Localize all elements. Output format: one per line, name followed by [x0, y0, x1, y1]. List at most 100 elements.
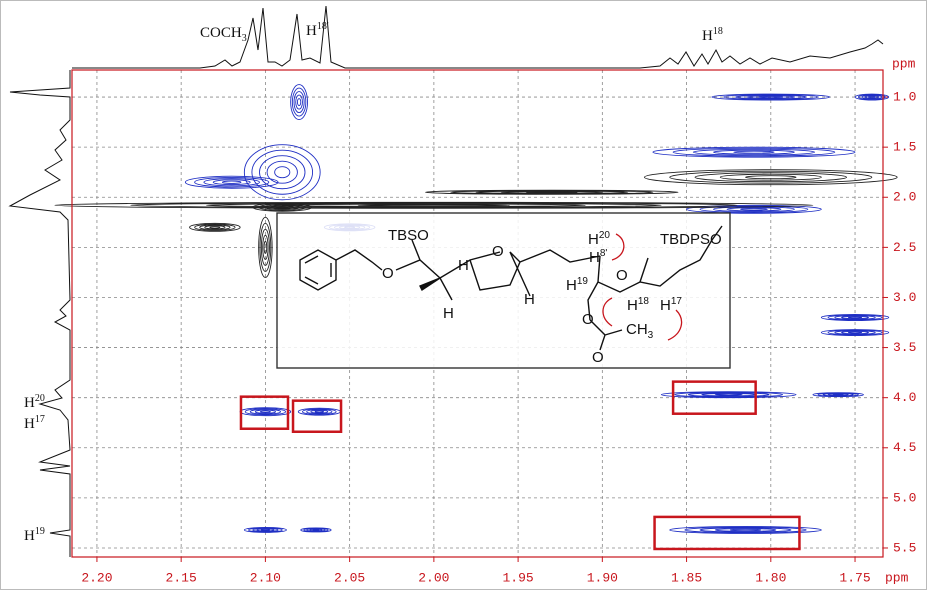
contour-ring: [251, 149, 314, 195]
contour-ring: [740, 208, 768, 211]
contour-ring: [243, 526, 287, 533]
contour-ring: [812, 392, 864, 398]
label-text: H: [443, 305, 454, 322]
cross-peak: [300, 527, 332, 533]
label: H18: [702, 26, 723, 44]
y-tick-label: 1.5: [893, 140, 916, 155]
cross-peak: [820, 314, 890, 321]
cross-peak: [812, 392, 864, 398]
cross-peak: [189, 222, 241, 232]
x-tick-label: 1.90: [587, 570, 618, 585]
label-text: H: [588, 231, 599, 248]
contour-ring: [652, 146, 856, 158]
contour-ring: [290, 84, 308, 121]
contour-ring: [221, 180, 242, 184]
cross-peak: [652, 146, 856, 158]
contour-ring: [357, 204, 511, 207]
cross-peak: [243, 144, 321, 201]
label-sup: 17: [35, 414, 45, 425]
contour-ring: [270, 205, 295, 210]
contour-ring: [669, 170, 873, 184]
contour-ring: [857, 94, 886, 100]
contour-ring: [314, 410, 324, 413]
x-tick-label: 1.95: [502, 570, 533, 585]
x-tick-label: 2.15: [166, 570, 197, 585]
x-tick-label: 2.20: [81, 570, 112, 585]
cross-peak: [252, 202, 313, 212]
x-tick-label: 2.10: [250, 570, 281, 585]
x-tick-label: 2.00: [418, 570, 449, 585]
contour-ring: [248, 527, 283, 533]
contour-ring: [745, 175, 797, 180]
contour-ring: [204, 225, 226, 230]
label-text: O: [582, 311, 594, 328]
label-text: O: [616, 267, 628, 284]
y-tick-label: 4.5: [893, 440, 916, 455]
contour-ring: [746, 95, 795, 99]
contour-ring: [832, 393, 844, 396]
label: O: [382, 265, 394, 282]
label-sup: 18': [317, 21, 329, 32]
label: H19: [566, 276, 588, 294]
contour-ring: [212, 179, 251, 186]
y-tick-label: 2.5: [893, 240, 916, 255]
highlight-box: [239, 395, 290, 430]
highlight-box: [291, 399, 343, 433]
contour-ring: [205, 203, 662, 208]
cross-peak: [660, 391, 797, 399]
label-text: H: [524, 291, 535, 308]
left-projection: [8, 70, 71, 557]
cross-peak: [820, 329, 890, 336]
label-text: CH: [626, 321, 648, 338]
contour-ring: [847, 316, 863, 319]
contour-ring: [827, 329, 883, 336]
contour-ring: [726, 207, 782, 212]
label: TBDPSO: [660, 231, 722, 248]
highlight-box: [671, 380, 757, 415]
label: H18: [627, 296, 649, 314]
label: H: [524, 291, 535, 308]
contour-ring: [713, 149, 795, 155]
label: H18': [306, 21, 329, 39]
contour-ring: [684, 526, 807, 534]
x-tick-label: 1.75: [839, 570, 870, 585]
contour-ring: [694, 172, 848, 183]
x-tick-label: 1.80: [755, 570, 786, 585]
label: COCH3: [200, 25, 247, 44]
label-text: O: [592, 349, 604, 366]
contour-ring: [854, 93, 890, 101]
label-text: H: [589, 249, 600, 266]
y-tick-label: 5.0: [893, 490, 916, 505]
label: H20: [588, 230, 610, 248]
contour-ring: [275, 206, 289, 209]
contour-ring: [758, 96, 784, 99]
label-text: H: [24, 395, 35, 411]
contour-ring: [243, 144, 321, 201]
label-sub: 3: [242, 33, 247, 44]
contour-ring: [526, 191, 578, 194]
contour-ring: [249, 408, 282, 415]
highlight-box: [653, 515, 801, 551]
label: O: [616, 267, 628, 284]
contour-ring: [861, 94, 883, 100]
contour-ring: [189, 222, 241, 232]
y-tick-label: 3.0: [893, 290, 916, 305]
contour-ring: [252, 202, 313, 212]
label-text: H: [458, 257, 469, 274]
contour-ring: [868, 96, 876, 99]
label-sup: 19: [35, 526, 45, 537]
contour-ring: [834, 330, 876, 335]
y-axis-label: ppm: [892, 56, 916, 71]
top-projection: [72, 5, 884, 69]
contour-ring: [692, 148, 816, 156]
cross-peak: [258, 216, 273, 278]
contour-ring: [130, 202, 738, 209]
contour-ring: [699, 205, 809, 213]
label: H20: [24, 393, 45, 411]
contour-ring: [312, 529, 320, 531]
y-tick-label: 1.0: [893, 89, 916, 104]
x-tick-label: 1.85: [671, 570, 702, 585]
contour-ring: [209, 226, 221, 229]
contour-ring: [820, 314, 890, 321]
